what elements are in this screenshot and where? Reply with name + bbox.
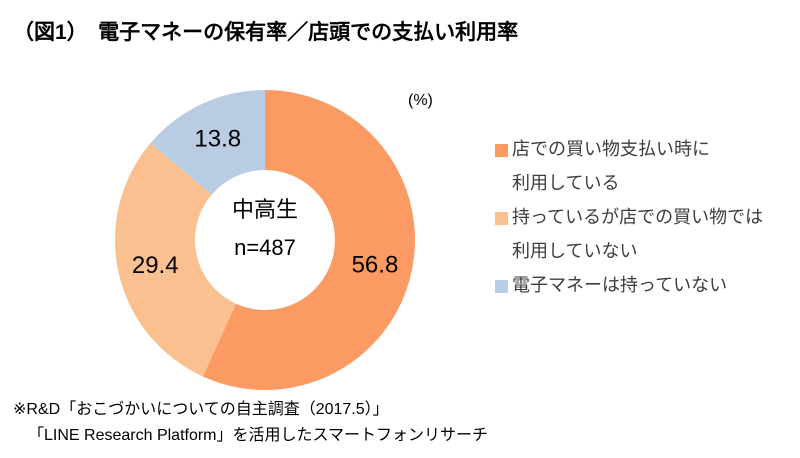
legend-item-own-but-not-used: 持っているが店での買い物では 利用していない <box>495 200 795 268</box>
slice-label-0: 56.8 <box>352 251 399 278</box>
legend-swatch-icon <box>495 144 508 157</box>
legend-item-label: 店での買い物支払い時に 利用している <box>512 139 710 193</box>
legend-swatch-icon <box>495 280 508 293</box>
chart-legend: 店での買い物支払い時に 利用している 持っているが店での買い物では 利用していな… <box>495 132 795 302</box>
page-title: （図1） 電子マネーの保有率／店頭での支払い利用率 <box>13 21 519 44</box>
donut-slice-0 <box>202 90 415 390</box>
legend-item-label: 持っているが店での買い物では 利用していない <box>512 207 764 261</box>
slice-label-1: 29.4 <box>132 252 179 279</box>
donut-slice-2 <box>150 90 265 195</box>
footnote-line-2: 「LINE Research Platform」を活用したスマートフォンリサーチ <box>28 427 489 444</box>
footnote: ※R&D「おこづかいについての自主調査（2017.5）」 「LINE Resea… <box>13 397 488 449</box>
slice-label-2: 13.8 <box>194 125 241 152</box>
donut-chart: 56.8 29.4 13.8 <box>115 90 415 390</box>
center-label-group: 中高生 <box>231 197 298 222</box>
legend-item-not-own: 電子マネーは持っていない <box>495 268 795 302</box>
legend-swatch-icon <box>495 212 508 225</box>
footnote-line-1: ※R&D「おこづかいについての自主調査（2017.5）」 <box>13 401 389 418</box>
percent-unit-label: (%) <box>408 92 433 109</box>
donut-slice-1 <box>115 142 236 377</box>
center-label-sample-size: n=487 <box>234 235 296 260</box>
legend-item-used-at-store: 店での買い物支払い時に 利用している <box>495 132 795 200</box>
donut-chart-area: 56.8 29.4 13.8 <box>115 90 415 390</box>
chart-center-label: 中高生 n=487 <box>165 191 365 267</box>
legend-item-label: 電子マネーは持っていない <box>512 275 728 295</box>
